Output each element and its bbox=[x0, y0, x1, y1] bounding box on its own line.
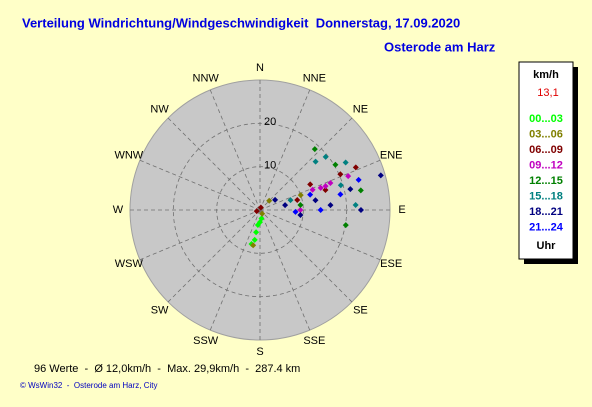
direction-label: WSW bbox=[115, 258, 144, 270]
ring bbox=[172, 122, 348, 298]
direction-label: S bbox=[256, 346, 263, 358]
wind-point bbox=[337, 171, 344, 178]
wind-point bbox=[297, 211, 304, 218]
wind-point bbox=[259, 210, 266, 217]
wind-point bbox=[355, 176, 362, 183]
legend-label: 21...24 bbox=[529, 221, 564, 233]
wind-point bbox=[297, 192, 304, 199]
spoke bbox=[167, 117, 261, 211]
wind-point bbox=[266, 197, 273, 204]
wind-point bbox=[309, 186, 316, 193]
spoke bbox=[259, 89, 311, 211]
ring bbox=[216, 166, 304, 254]
direction-label: NNW bbox=[193, 73, 220, 85]
wind-point bbox=[377, 172, 384, 179]
credit: © WsWin32 - Osterode am Harz, City bbox=[20, 381, 157, 390]
legend-value: 13,1 bbox=[537, 87, 558, 99]
wind-point bbox=[357, 187, 364, 194]
legend-label: 00...03 bbox=[529, 113, 563, 125]
wind-point bbox=[342, 159, 349, 166]
spoke bbox=[139, 159, 261, 211]
spoke bbox=[259, 209, 311, 331]
direction-label: SW bbox=[151, 304, 169, 316]
wind-point bbox=[322, 186, 329, 193]
direction-label: NW bbox=[150, 103, 169, 115]
wind-point bbox=[287, 197, 294, 204]
wind-point bbox=[307, 191, 314, 198]
wind-point bbox=[337, 182, 344, 189]
wind-point bbox=[253, 229, 260, 236]
spoke bbox=[209, 89, 261, 211]
spoke bbox=[259, 117, 353, 211]
direction-label: ESE bbox=[380, 258, 402, 270]
direction-label: W bbox=[113, 204, 124, 216]
legend-footer: Uhr bbox=[537, 240, 557, 252]
r-tick-label: 10 bbox=[264, 160, 276, 172]
wind-point bbox=[327, 202, 334, 209]
direction-label: N bbox=[256, 62, 264, 74]
direction-label: SSW bbox=[193, 335, 219, 347]
spoke bbox=[259, 159, 381, 211]
legend-label: 09...12 bbox=[529, 159, 563, 171]
direction-label: NNE bbox=[303, 73, 326, 85]
spoke bbox=[209, 209, 261, 331]
chart-title: Verteilung Windrichtung/Windgeschwindigk… bbox=[22, 15, 460, 30]
r-tick-label: 20 bbox=[264, 116, 276, 128]
wind-point bbox=[352, 164, 359, 171]
direction-label: SSE bbox=[303, 335, 325, 347]
wind-point bbox=[292, 208, 299, 215]
wind-point bbox=[347, 186, 354, 193]
wind-point bbox=[272, 196, 279, 203]
wind-point bbox=[322, 183, 329, 190]
wind-point bbox=[258, 215, 265, 222]
legend-label: 15...18 bbox=[529, 190, 563, 202]
spoke bbox=[259, 209, 353, 303]
wind-point bbox=[282, 202, 289, 209]
wind-point bbox=[317, 207, 324, 213]
wind-point bbox=[332, 161, 339, 168]
legend-label: 18...21 bbox=[529, 206, 563, 218]
legend-label: 03...06 bbox=[529, 128, 563, 140]
direction-label: ENE bbox=[380, 150, 403, 162]
wind-point bbox=[294, 197, 301, 204]
legend-label: 06...09 bbox=[529, 144, 563, 156]
wind-point bbox=[312, 158, 319, 165]
legend-label: 12...15 bbox=[529, 175, 563, 187]
wind-point bbox=[250, 242, 257, 249]
wind-point bbox=[297, 207, 304, 213]
direction-label: E bbox=[398, 204, 405, 216]
wind-point bbox=[257, 204, 264, 211]
direction-label: SE bbox=[353, 304, 368, 316]
spoke bbox=[259, 209, 381, 261]
wind-point bbox=[317, 184, 324, 191]
wind-point bbox=[307, 181, 314, 188]
direction-label: NE bbox=[353, 103, 368, 115]
wind-point bbox=[357, 207, 364, 213]
wind-point bbox=[251, 236, 258, 243]
legend-box bbox=[518, 61, 574, 260]
wind-point bbox=[327, 179, 334, 186]
wind-point bbox=[352, 201, 359, 208]
legend-header: km/h bbox=[533, 69, 559, 81]
wind-point bbox=[342, 222, 349, 229]
footer: 96 Werte - Ø 12,0km/h - Max. 29,9km/h - … bbox=[34, 363, 300, 375]
chart-subtitle: Osterode am Harz bbox=[384, 39, 496, 54]
wind-point bbox=[297, 202, 304, 209]
wind-point bbox=[337, 191, 344, 198]
wind-point bbox=[322, 153, 329, 160]
wind-point bbox=[345, 173, 352, 180]
wind-point bbox=[312, 197, 319, 204]
direction-label: WNW bbox=[114, 150, 143, 162]
wind-point bbox=[253, 208, 260, 215]
spoke bbox=[139, 209, 261, 261]
spoke bbox=[167, 209, 261, 303]
wind-point bbox=[311, 146, 318, 153]
